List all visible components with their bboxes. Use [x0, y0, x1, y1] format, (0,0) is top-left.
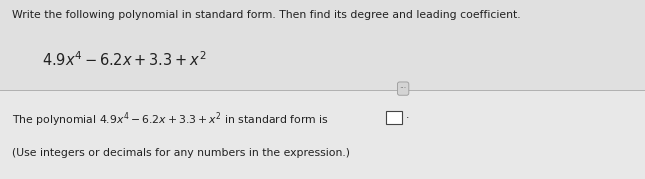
Text: (Use integers or decimals for any numbers in the expression.): (Use integers or decimals for any number… — [12, 148, 350, 158]
FancyBboxPatch shape — [0, 90, 645, 179]
Text: The polynomial $4.9x^{4}-6.2x+3.3+x^{2}$ in standard form is: The polynomial $4.9x^{4}-6.2x+3.3+x^{2}$… — [12, 110, 328, 129]
FancyBboxPatch shape — [0, 0, 645, 90]
Text: ···: ··· — [399, 84, 407, 93]
Text: .: . — [406, 110, 409, 120]
Text: $4.9x^{4}-6.2x+3.3+x^{2}$: $4.9x^{4}-6.2x+3.3+x^{2}$ — [42, 50, 206, 69]
Text: Write the following polynomial in standard form. Then find its degree and leadin: Write the following polynomial in standa… — [12, 10, 521, 20]
FancyBboxPatch shape — [386, 111, 402, 124]
